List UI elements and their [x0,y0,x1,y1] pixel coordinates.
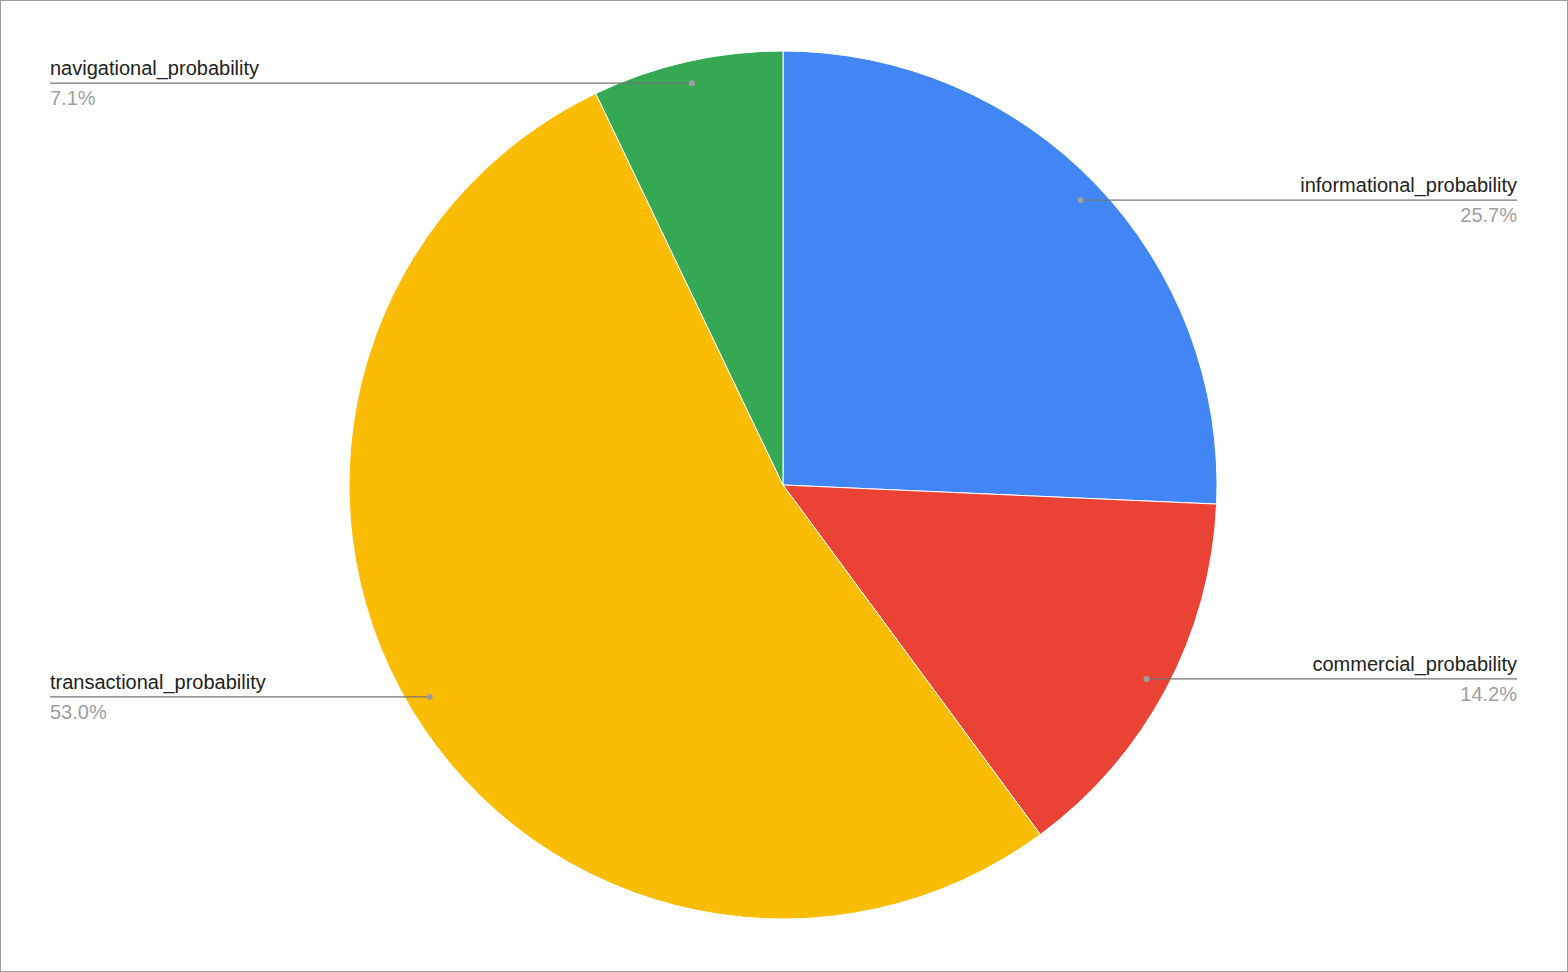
slices [349,51,1217,919]
leader-line [1147,678,1517,679]
leader-dot [1078,197,1084,203]
leader-line [50,696,430,697]
chart: informational_probability 25.7% commercial… [0,0,1568,972]
pie-slice [783,51,1217,504]
slice-name: navigational_probability [50,57,259,80]
slice-value: 14.2% [1460,683,1517,705]
frame [1,1,1568,972]
pie-slice [596,51,783,485]
leader-dot [689,80,695,86]
leader-dot [427,694,433,700]
slice-name: transactional_probability [50,671,266,694]
slice-name: informational_probability [1300,174,1517,197]
leader-line [1081,199,1517,200]
leader-dot [1144,676,1150,682]
slice-name: commercial_probability [1312,653,1517,676]
labels: informational_probability 25.7% commercial… [50,57,1517,723]
slice-value: 25.7% [1460,204,1517,226]
slice-value: 7.1% [50,87,96,109]
slice-value: 53.0% [50,701,107,723]
leader-line [50,83,692,84]
